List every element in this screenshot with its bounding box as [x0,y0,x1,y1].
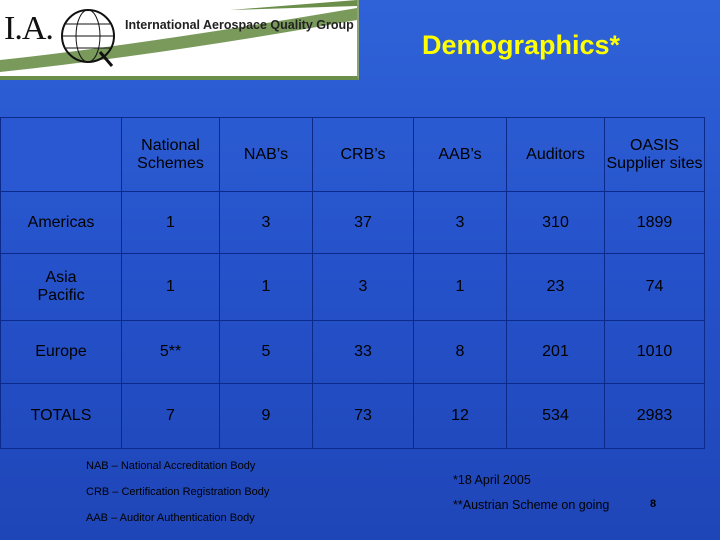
header-auditors: Auditors [506,117,605,192]
table-row: Europe 5** 5 33 8 201 1010 [0,320,705,384]
page-number: 8 [650,498,657,510]
header-crbs: CRB’s [312,117,414,192]
demographics-table: National Schemes NAB’s CRB’s AAB’s Audit… [0,117,705,449]
table-corner-cell [0,117,122,192]
header-aabs: AAB’s [413,117,507,192]
row-label: Americas [0,191,122,254]
header-national-schemes: National Schemes [121,117,220,192]
table-row: Americas 1 3 37 3 310 1899 [0,191,705,254]
org-name: International Aerospace Quality Group [125,18,354,32]
abbreviation-notes: NAB – National Accreditation Body CRB – … [86,460,269,538]
footnote-date: *18 April 2005 [453,473,531,487]
table-cell: 7 [121,383,220,449]
table-header-row: National Schemes NAB’s CRB’s AAB’s Audit… [0,117,705,192]
table-cell: 1899 [604,191,705,254]
row-label: Europe [0,320,122,384]
note-nab: NAB – National Accreditation Body [86,460,256,472]
table-cell: 74 [604,253,705,321]
logo-mark: I.A. [4,10,54,47]
row-label: TOTALS [0,383,122,449]
table-cell: 1 [413,253,507,321]
header-nabs: NAB’s [219,117,313,192]
table-cell: 1010 [604,320,705,384]
table-row: TOTALS 7 9 73 12 534 2983 [0,383,705,449]
table-cell: 37 [312,191,414,254]
table-cell: 9 [219,383,313,449]
note-aab: AAB – Auditor Authentication Body [86,512,255,524]
table-cell: 3 [219,191,313,254]
table-cell: 1 [121,253,220,321]
table-cell: 23 [506,253,605,321]
table-cell: 201 [506,320,605,384]
page-title: Demographics* [422,30,621,60]
swoosh-graphic [0,0,357,72]
table-cell: 73 [312,383,414,449]
row-label: Asia Pacific [0,253,122,321]
table-cell: 1 [121,191,220,254]
iaqg-logo: I.A. International Aerospace Quality Gro… [0,0,359,80]
header-oasis-sites: OASIS Supplier sites [604,117,705,192]
table-cell: 3 [413,191,507,254]
table-cell: 310 [506,191,605,254]
table-cell: 534 [506,383,605,449]
table-cell: 1 [219,253,313,321]
table-cell: 2983 [604,383,705,449]
table-cell: 3 [312,253,414,321]
table-cell: 12 [413,383,507,449]
globe-icon [61,9,115,67]
table-row: Asia Pacific 1 1 3 1 23 74 [0,253,705,321]
table-cell: 5 [219,320,313,384]
footnote-austria: **Austrian Scheme on going [453,498,610,512]
note-crb: CRB – Certification Registration Body [86,486,270,498]
table-cell: 8 [413,320,507,384]
table-cell: 33 [312,320,414,384]
table-cell: 5** [121,320,220,384]
